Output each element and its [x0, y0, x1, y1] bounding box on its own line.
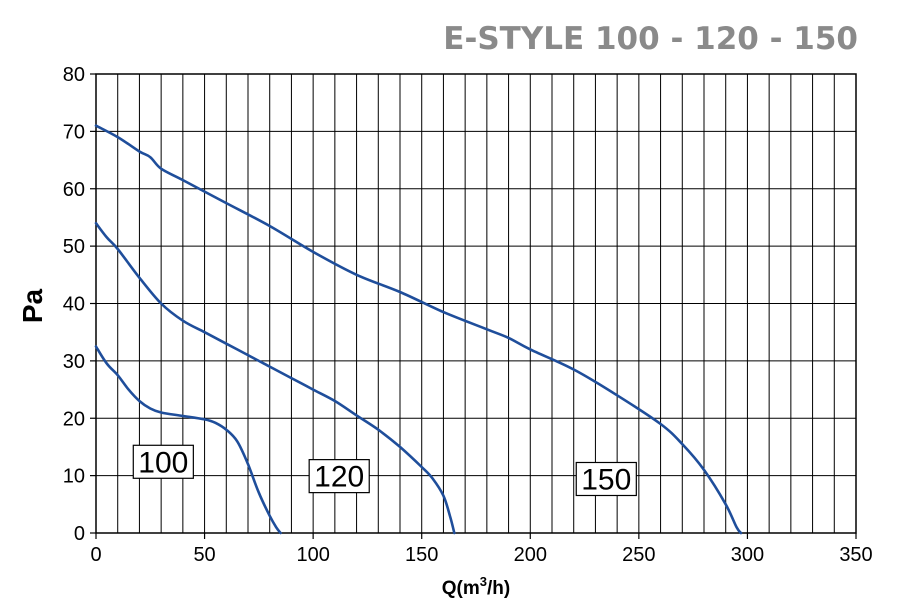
- series-line-150: [94, 124, 743, 535]
- curve-label-text: 120: [314, 461, 364, 494]
- curve-label-box: [575, 461, 637, 497]
- x-axis-label-tail: /h): [487, 578, 510, 599]
- y-tick-label: 30: [63, 351, 85, 373]
- y-tick-label: 60: [63, 179, 85, 201]
- curve-labels: 100 120 150: [132, 444, 637, 497]
- y-tick-label: 10: [63, 466, 85, 488]
- x-tick-label: 100: [296, 544, 329, 566]
- x-tick-label: 200: [514, 544, 547, 566]
- x-tick-label: 0: [90, 544, 101, 566]
- x-axis-label: Q(m3/h): [442, 574, 510, 599]
- chart-title: E-STYLE 100 - 120 - 150: [443, 21, 858, 57]
- curve-label-box: [132, 444, 194, 479]
- x-tick-label: 150: [405, 544, 438, 566]
- y-axis-label: Pa: [17, 288, 48, 323]
- y-tick-label: 40: [63, 294, 85, 316]
- x-tick-label: 50: [193, 544, 215, 566]
- x-tick-label: 300: [731, 544, 764, 566]
- y-tick-label: 20: [63, 408, 85, 430]
- y-tick-labels: 0 10 20 30 40 50 60 70 80: [63, 64, 96, 545]
- series-line-120: [94, 221, 456, 535]
- y-tick-label: 70: [63, 121, 85, 143]
- curve-label-150: 150: [575, 461, 637, 497]
- series-group: [94, 124, 743, 535]
- y-tick-label: 50: [63, 236, 85, 258]
- x-axis-label-main: Q(m: [442, 578, 480, 599]
- curve-label-text: 100: [138, 446, 188, 479]
- curve-label-120: 120: [308, 459, 370, 494]
- series-line-100: [94, 345, 282, 535]
- x-tick-label: 350: [839, 544, 872, 566]
- curve-label-box: [308, 459, 370, 494]
- curve-label-100: 100: [132, 444, 194, 479]
- y-tick-label: 80: [63, 64, 85, 86]
- y-tick-label: 0: [74, 523, 85, 545]
- x-tick-labels: 0 50 100 150 200 250 300 350: [90, 533, 873, 566]
- grid: [96, 74, 856, 533]
- x-axis-label-sup: 3: [480, 574, 487, 589]
- x-tick-label: 250: [622, 544, 655, 566]
- curve-label-text: 150: [581, 463, 631, 496]
